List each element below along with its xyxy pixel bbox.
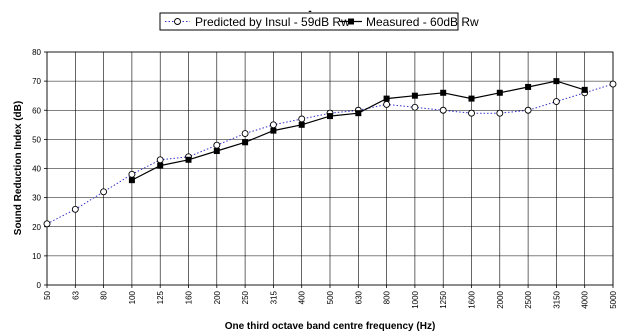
- predicted-point: [71, 205, 79, 213]
- measured-point: [327, 113, 333, 120]
- y-tick-label: 80: [32, 48, 41, 57]
- x-tick-label: 2500: [524, 290, 533, 308]
- x-tick-label: 1000: [411, 290, 420, 308]
- measured-point: [298, 121, 305, 128]
- x-tick-label: 50: [43, 290, 52, 299]
- measured-point: [496, 89, 503, 96]
- series-predicted: [43, 80, 617, 228]
- legend-measured-marker: [348, 18, 354, 25]
- legend-measured-label: Measured - 60dB Rw: [366, 15, 479, 29]
- y-axis-ticks: 0 10 20 30 40 50 60 70 80: [32, 48, 47, 290]
- x-tick-label: 1250: [439, 290, 448, 308]
- predicted-point: [128, 170, 136, 178]
- legend-predicted-marker: [174, 18, 181, 25]
- x-tick-label: 3150: [552, 290, 561, 308]
- measured-point: [270, 127, 277, 134]
- predicted-point: [100, 188, 108, 196]
- predicted-point: [411, 103, 419, 111]
- x-tick-label: 630: [354, 290, 363, 304]
- x-tick-label: 315: [269, 290, 278, 304]
- predicted-point: [383, 100, 391, 108]
- chart-title: -: [308, 6, 311, 17]
- predicted-point: [241, 130, 249, 138]
- predicted-line: [46, 83, 614, 225]
- x-tick-label: 400: [298, 290, 307, 304]
- measured-point: [383, 95, 390, 102]
- x-tick-label: 1600: [468, 290, 477, 308]
- y-tick-label: 0: [37, 281, 42, 290]
- measured-point: [355, 110, 362, 117]
- legend: Predicted by Insul - 59dB Rw Measured - …: [159, 12, 479, 31]
- series-measured: [128, 78, 588, 184]
- measured-point: [128, 177, 135, 184]
- y-tick-label: 20: [32, 223, 41, 232]
- y-tick-label: 50: [32, 135, 41, 144]
- predicted-point: [213, 141, 221, 149]
- x-tick-label: 200: [213, 290, 222, 304]
- x-tick-label: 80: [100, 290, 109, 299]
- x-tick-label: 125: [156, 290, 165, 304]
- x-tick-label: 63: [71, 290, 80, 299]
- y-tick-label: 30: [32, 194, 41, 203]
- measured-point: [157, 162, 164, 169]
- x-tick-label: 100: [128, 290, 137, 304]
- predicted-point: [524, 106, 532, 114]
- y-tick-label: 10: [32, 252, 41, 261]
- y-tick-label: 70: [32, 77, 41, 86]
- legend-predicted-label: Predicted by Insul - 59dB Rw: [195, 15, 350, 29]
- x-tick-label: 500: [326, 290, 335, 304]
- legend-box: [159, 12, 459, 31]
- x-axis-ticks: 50 63 80 100 125 160 200 250 315 400 500 630 800 1000…: [43, 285, 618, 309]
- measured-point: [213, 148, 220, 155]
- x-tick-label: 160: [185, 290, 194, 304]
- x-tick-label: 4000: [581, 290, 590, 308]
- predicted-point: [609, 80, 617, 88]
- measured-point: [242, 139, 249, 146]
- measured-point: [185, 156, 192, 163]
- y-tick-label: 40: [32, 165, 41, 174]
- y-tick-label: 60: [32, 106, 41, 115]
- measured-point: [553, 78, 560, 85]
- y-axis-title: Sound Reduction Index (dB): [13, 101, 24, 235]
- measured-point: [440, 89, 447, 96]
- x-axis-title: One third octave band centre frequency (…: [225, 321, 436, 332]
- x-tick-label: 250: [241, 290, 250, 304]
- measured-point: [468, 95, 475, 102]
- measured-point: [581, 86, 588, 93]
- predicted-point: [552, 98, 560, 105]
- predicted-point: [439, 106, 447, 114]
- predicted-point: [496, 109, 504, 117]
- x-tick-label: 5000: [609, 290, 618, 308]
- predicted-point: [468, 109, 475, 117]
- predicted-point: [43, 220, 51, 228]
- measured-point: [525, 83, 532, 90]
- predicted-point: [156, 156, 164, 164]
- predicted-point: [269, 121, 277, 129]
- measured-point: [411, 92, 418, 99]
- x-tick-label: 800: [383, 290, 392, 304]
- predicted-point: [298, 115, 306, 123]
- x-tick-label: 2000: [496, 290, 505, 308]
